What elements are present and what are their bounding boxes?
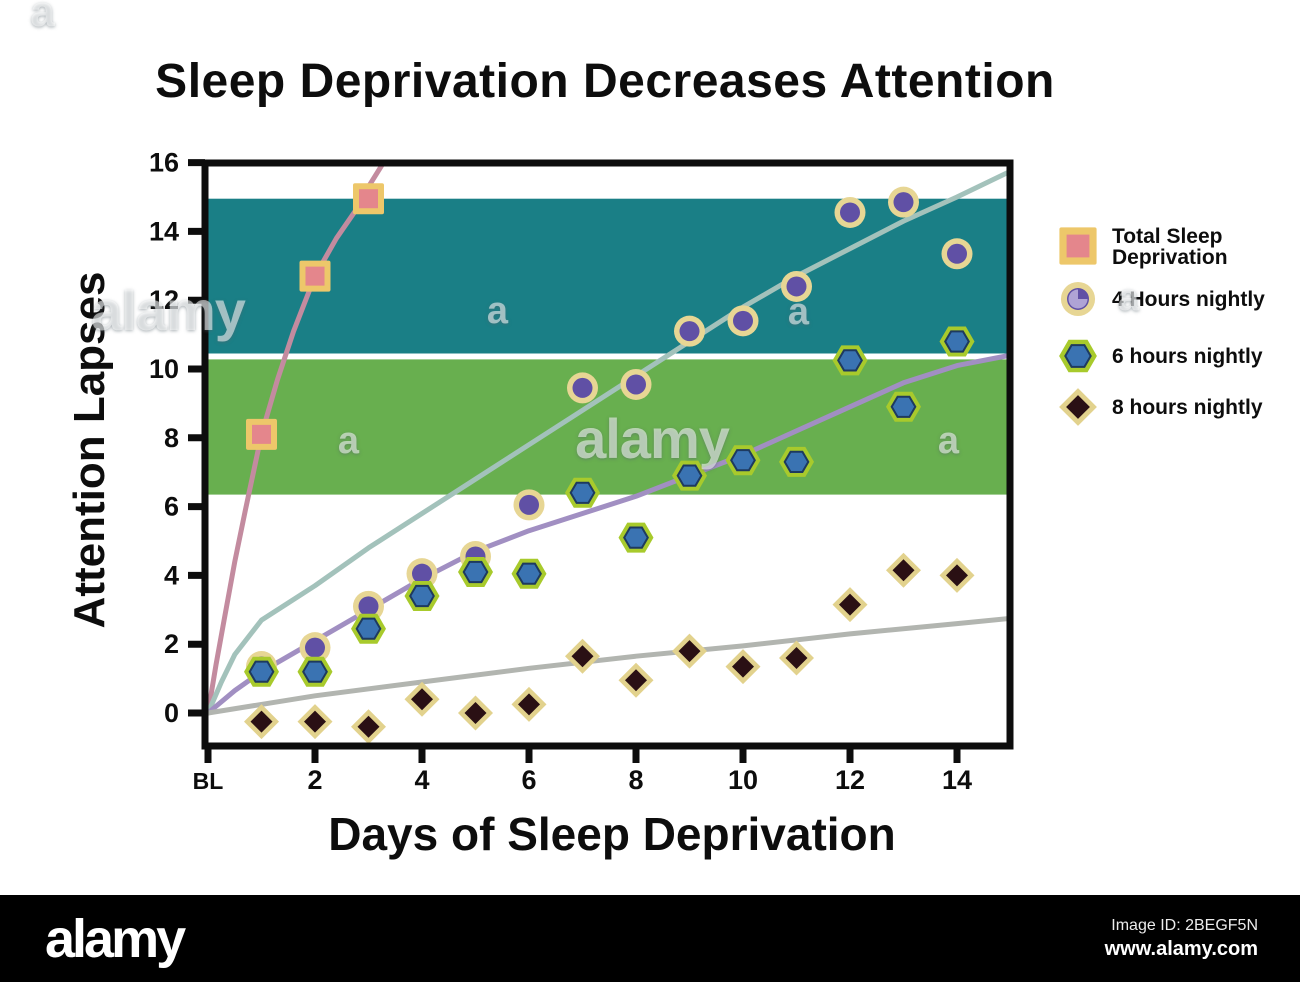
marker-6-hours-nightly-day-2 [297, 656, 333, 687]
marker-6-hours-nightly-day-8 [618, 522, 654, 553]
x-tick-label-6: 6 [521, 765, 536, 795]
marker-8-hours-nightly-day-13 [886, 552, 921, 588]
marker-8-hours-nightly-day-11 [779, 640, 814, 676]
marker-8-hours-nightly-day-1 [244, 704, 279, 740]
marker-4-hours-nightly-day-9 [674, 315, 705, 347]
image-id-text: Image ID: 2BEGF5N [1111, 916, 1258, 934]
marker-4-hours-nightly-day-12 [834, 196, 866, 228]
chart-title: Sleep Deprivation Decreases Attention [155, 55, 1055, 108]
y-tick-label-10: 10 [149, 354, 179, 384]
marker-4-hours-nightly-day-6 [513, 489, 545, 521]
footer-info: Image ID: 2BEGF5N www.alamy.com [1105, 917, 1258, 961]
marker-total-sleep-deprivation-day-1 [246, 418, 277, 450]
marker-4-hours-nightly-day-2 [299, 632, 331, 664]
trend-line-8-hours-nightly [208, 616, 1007, 716]
x-tick-label-2: 2 [307, 765, 322, 795]
y-tick-label-14: 14 [149, 216, 179, 246]
marker-6-hours-nightly-day-7 [565, 477, 600, 508]
x-axis-title: Days of Sleep Deprivation [328, 808, 896, 860]
marker-8-hours-nightly-day-14 [939, 557, 975, 593]
marker-8-hours-nightly-day-4 [404, 681, 440, 717]
marker-6-hours-nightly-day-1 [244, 656, 279, 687]
y-tick-label-12: 12 [149, 285, 179, 315]
x-tick-label-BL: BL [193, 768, 224, 794]
alamy-logo: alamy [45, 908, 186, 969]
marker-8-hours-nightly-day-9 [672, 633, 707, 669]
marker-6-hours-nightly-day-10 [725, 445, 761, 476]
y-tick-label-8: 8 [164, 423, 179, 453]
x-tick-label-4: 4 [414, 765, 429, 795]
trend-line-4-hours-nightly [208, 170, 1007, 716]
alamy-footer-bar: alamy Image ID: 2BEGF5N www.alamy.com [0, 895, 1300, 982]
marker-8-hours-nightly-day-6 [511, 686, 547, 722]
marker-6-hours-nightly-day-11 [779, 446, 814, 477]
marker-4-hours-nightly-day-13 [888, 186, 919, 218]
band-1 [208, 359, 1007, 495]
marker-6-hours-nightly-day-3 [351, 613, 386, 644]
x-tick-label-10: 10 [728, 765, 758, 795]
legend-label-6-hours-nightly: 6 hours nightly [1112, 345, 1263, 368]
marker-8-hours-nightly-day-5 [458, 695, 493, 731]
marker-6-hours-nightly-day-5 [458, 557, 493, 587]
legend-label-4-hours-nightly: 4 Hours nightly [1112, 288, 1265, 311]
marker-6-hours-nightly-day-6 [511, 558, 547, 589]
trend-line-6-hours-nightly [208, 353, 1007, 716]
marker-6-hours-nightly-day-13 [886, 391, 921, 422]
marker-8-hours-nightly-day-12 [832, 587, 868, 623]
marker-6-hours-nightly-day-4 [404, 581, 440, 611]
marker-6-hours-nightly-day-9 [672, 460, 707, 491]
trend-lines [208, 166, 1007, 716]
legend-marker-8-hours-nightly [1059, 388, 1097, 426]
marker-4-hours-nightly-day-8 [620, 368, 652, 400]
marker-4-hours-nightly-day-11 [781, 270, 812, 302]
legend-marker-overlay [1068, 289, 1088, 309]
legend-label-8-hours-nightly: 8 hours nightly [1112, 396, 1263, 419]
y-tick-label-4: 4 [164, 560, 179, 590]
y-tick-label-6: 6 [164, 492, 179, 522]
y-tick-label-16: 16 [149, 148, 179, 178]
marker-4-hours-nightly-day-7 [567, 372, 598, 404]
x-tick-label-12: 12 [835, 765, 865, 795]
legend-label-total-sleep-deprivation: Deprivation [1112, 246, 1228, 269]
marker-8-hours-nightly-day-7 [565, 638, 600, 674]
y-axis-title: Attention Lapses [65, 272, 114, 629]
plot-frame [201, 159, 1014, 750]
marker-4-hours-nightly-day-14 [941, 238, 973, 270]
reference-bands [208, 198, 1007, 495]
x-tick-label-14: 14 [942, 765, 972, 795]
x-tick-label-8: 8 [628, 765, 643, 795]
data-points [244, 183, 975, 745]
legend-marker-total-sleep-deprivation [1059, 227, 1097, 265]
legend-marker-6-hours-nightly [1059, 339, 1097, 373]
marker-6-hours-nightly-day-14 [939, 326, 975, 357]
y-tick-label-2: 2 [164, 629, 179, 659]
marker-total-sleep-deprivation-day-2 [299, 260, 331, 292]
marker-8-hours-nightly-day-8 [618, 662, 654, 698]
marker-6-hours-nightly-day-12 [832, 345, 868, 376]
marker-8-hours-nightly-day-10 [725, 649, 761, 685]
marker-8-hours-nightly-day-3 [351, 709, 386, 745]
marker-total-sleep-deprivation-day-3 [353, 183, 384, 215]
legend-label-total-sleep-deprivation: Total Sleep [1112, 225, 1222, 248]
marker-8-hours-nightly-day-2 [297, 704, 333, 740]
y-tick-label-0: 0 [164, 698, 179, 728]
band-0 [208, 198, 1007, 354]
alamy-url-text: www.alamy.com [1104, 937, 1258, 960]
sleep-deprivation-chart: Sleep Deprivation Decreases Attention At… [65, 55, 1265, 860]
axis-ticks: 0 2 4 6 8 10 12 14 16 BL 2 4 6 8 10 12 14 [149, 148, 972, 795]
marker-4-hours-nightly-day-10 [727, 305, 759, 337]
